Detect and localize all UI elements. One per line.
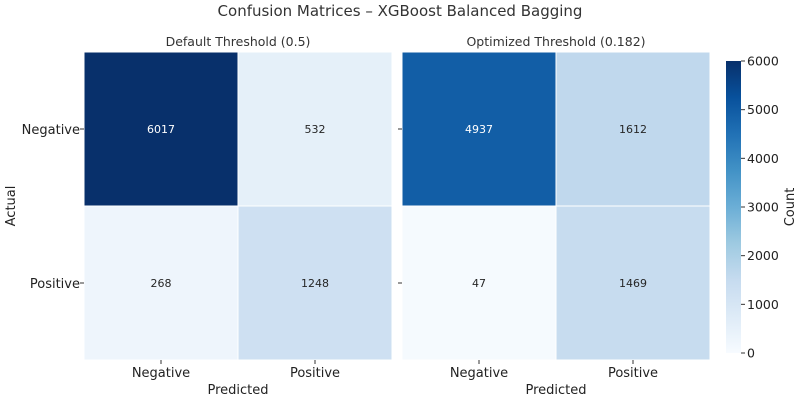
x-tick-label: Positive [608,366,658,381]
colorbar-tick-label: 1000 [747,297,779,312]
y-tick-label: Negative [22,123,80,138]
heatmap-cell [237,51,393,207]
x-axis-label: Predicted [207,383,268,398]
colorbar-gradient [726,61,741,353]
colorbar-label: Count [783,188,798,227]
x-tick-label: Negative [132,366,190,381]
panel-subtitle: Default Threshold (0.5) [166,34,311,49]
colorbar-tick-label: 5000 [747,102,779,117]
cell-value-label: 6017 [147,123,175,136]
x-tick-label: Negative [450,366,508,381]
heatmap-cell [83,51,239,207]
y-tick-label: Positive [30,277,80,292]
cell-value-label: 1612 [619,123,647,136]
colorbar-tick-label: 4000 [747,151,779,166]
y-axis-label: Actual [4,186,19,227]
heatmap-cell [237,205,393,361]
colorbar: Count 0 1000 2000 3000 4000 5000 6000 [726,54,798,361]
cell-value-label: 1469 [619,277,647,290]
x-tick-label: Positive [290,366,340,381]
cell-value-label: 47 [472,277,486,290]
cell-value-label: 268 [151,277,172,290]
panel-subtitle: Optimized Threshold (0.182) [466,34,645,49]
cell-value-label: 532 [305,123,326,136]
heatmap-panel-1: Default Threshold (0.5) 6017 532 268 1248 Neg… [4,34,393,398]
x-axis-label: Predicted [525,383,586,398]
heatmap-cell [555,51,711,207]
colorbar-tick-label: 6000 [747,54,779,69]
heatmap-cell [83,205,239,361]
cell-value-label: 1248 [301,277,329,290]
heatmap-cell [555,205,711,361]
heatmap-cell [401,205,557,361]
chart-title: Confusion Matrices – XGBoost Balanced Ba… [218,2,583,20]
cell-value-label: 4937 [465,123,493,136]
colorbar-tick-label: 0 [747,346,755,361]
heatmap-panel-2: Optimized Threshold (0.182) 4937 1612 47 146… [398,34,711,398]
colorbar-tick-label: 3000 [747,200,779,215]
colorbar-tick-label: 2000 [747,248,779,263]
